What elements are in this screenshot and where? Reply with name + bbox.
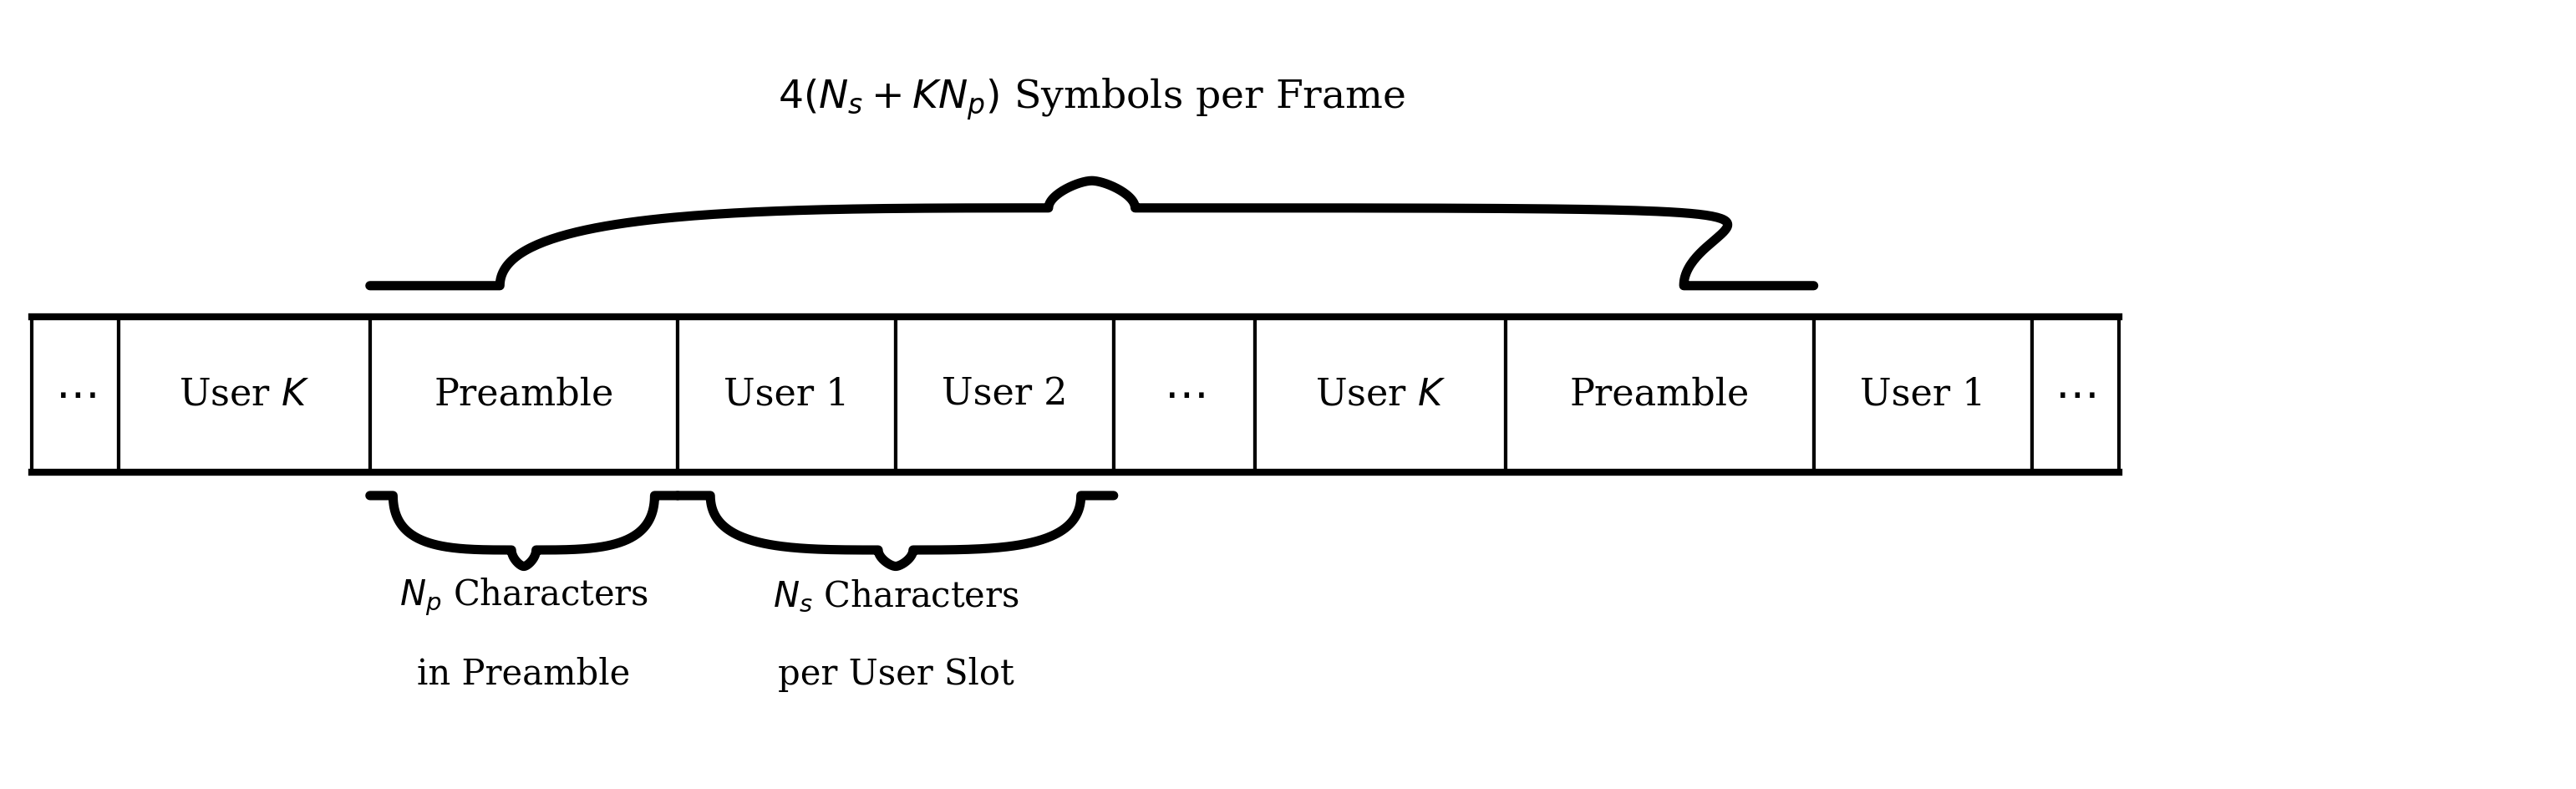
Bar <box>1507 316 1814 473</box>
Text: per User Slot: per User Slot <box>778 656 1015 692</box>
Text: Preamble: Preamble <box>1569 376 1749 413</box>
Bar <box>1113 316 1255 473</box>
Bar <box>896 316 1113 473</box>
Bar <box>371 316 677 473</box>
Text: User $K$: User $K$ <box>1314 376 1445 413</box>
Text: $4(N_s + KN_p)$ Symbols per Frame: $4(N_s + KN_p)$ Symbols per Frame <box>778 77 1406 122</box>
Text: Preamble: Preamble <box>433 376 613 413</box>
Text: User 1: User 1 <box>724 376 850 413</box>
Bar <box>118 316 371 473</box>
Text: $N_p$ Characters: $N_p$ Characters <box>399 576 649 617</box>
Text: User $K$: User $K$ <box>178 376 309 413</box>
Text: in Preamble: in Preamble <box>417 656 631 692</box>
Bar <box>1255 316 1507 473</box>
Bar <box>31 316 118 473</box>
Bar <box>2032 316 2120 473</box>
Text: User 1: User 1 <box>1860 376 1986 413</box>
Text: $\cdots$: $\cdots$ <box>2056 373 2097 416</box>
Text: $\cdots$: $\cdots$ <box>54 373 95 416</box>
Text: $N_s$ Characters: $N_s$ Characters <box>773 578 1018 615</box>
Text: User 2: User 2 <box>943 376 1066 413</box>
Bar <box>677 316 896 473</box>
Bar <box>1814 316 2032 473</box>
Text: $\cdots$: $\cdots$ <box>1164 373 1206 416</box>
